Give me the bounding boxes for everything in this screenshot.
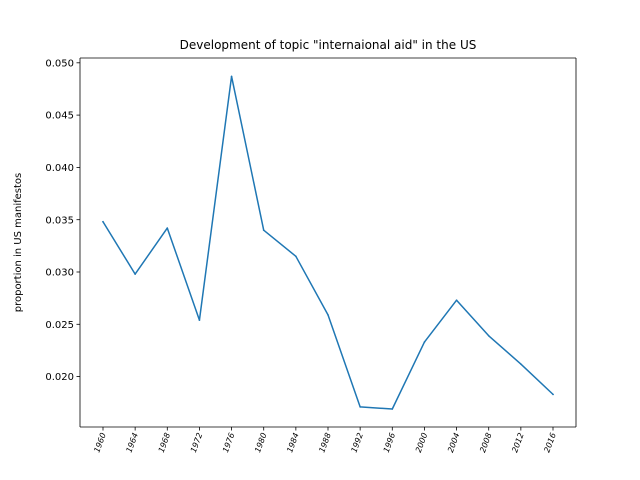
data-point <box>520 363 522 365</box>
data-point <box>230 75 233 78</box>
data-point <box>166 227 169 229</box>
data-point <box>487 334 490 337</box>
series-layer <box>101 75 555 410</box>
y-tick-label: 0.040 <box>45 163 74 174</box>
y-tick-label: 0.025 <box>45 320 74 331</box>
data-point <box>391 408 394 410</box>
chart-title: Development of topic "internaional aid" … <box>180 38 477 52</box>
y-tick-label: 0.050 <box>45 58 74 69</box>
y-tick-label: 0.035 <box>45 215 74 226</box>
data-point <box>295 255 297 258</box>
y-tick-label: 0.030 <box>45 268 74 279</box>
data-point <box>134 273 136 275</box>
data-point <box>455 299 458 302</box>
y-tick-label: 0.020 <box>45 372 74 383</box>
data-point <box>359 406 361 408</box>
plot-area <box>80 58 576 427</box>
y-axis-label: proportion in US manifestos <box>13 173 24 313</box>
data-point <box>423 341 426 343</box>
y-tick-label: 0.045 <box>45 111 74 122</box>
data-point <box>327 314 329 316</box>
axes-frame <box>79 57 577 428</box>
data-point <box>198 319 201 321</box>
data-point <box>262 229 265 231</box>
data-point <box>102 220 104 223</box>
y-axis: 0.020 0.025 0.030 0.035 0.040 0.045 0.050 <box>45 58 80 383</box>
data-point <box>552 393 554 396</box>
